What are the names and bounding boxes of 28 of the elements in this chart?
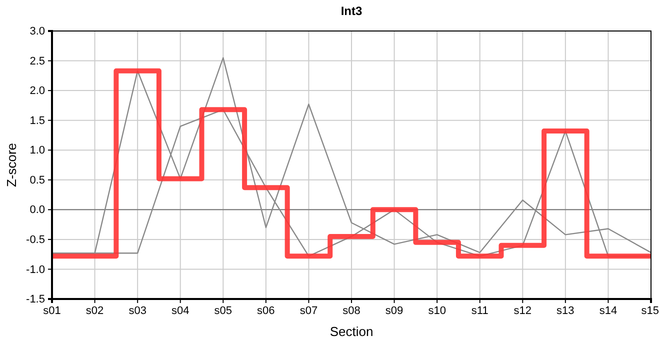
y-tick-label: 0.5 — [30, 174, 45, 186]
x-tick-label: s08 — [342, 304, 360, 317]
chart-title: Int3 — [340, 4, 362, 18]
x-tick-label: s04 — [171, 304, 190, 317]
x-tick-label: s09 — [385, 304, 404, 317]
x-tick-label: s02 — [86, 304, 104, 317]
y-tick-label: 1.5 — [30, 114, 45, 127]
x-tick-label: s07 — [300, 304, 318, 317]
x-tick-label: s01 — [43, 304, 61, 317]
x-tick-label: s15 — [641, 304, 659, 317]
x-tick-label: s03 — [128, 304, 146, 317]
y-tick-label: 0.0 — [30, 204, 45, 216]
x-tick-label: s14 — [599, 304, 618, 317]
x-tick-label: s11 — [471, 304, 488, 317]
y-tick-label: -1.0 — [26, 264, 45, 276]
x-axis-title: Section — [330, 324, 374, 339]
x-tick-label: s10 — [428, 304, 446, 317]
x-tick-label: s05 — [214, 304, 232, 317]
y-tick-label: 3.0 — [30, 26, 45, 38]
y-tick-label: 2.5 — [30, 55, 45, 68]
y-tick-label: 2.0 — [30, 85, 45, 98]
x-tick-label: s13 — [556, 304, 574, 317]
x-tick-label: s12 — [514, 304, 532, 317]
y-tick-label: -1.5 — [26, 294, 45, 306]
y-tick-label: -0.5 — [26, 234, 45, 246]
y-axis-title: Z-score — [4, 142, 19, 188]
y-tick-label: 1.0 — [30, 144, 45, 157]
x-tick-label: s06 — [257, 304, 275, 317]
